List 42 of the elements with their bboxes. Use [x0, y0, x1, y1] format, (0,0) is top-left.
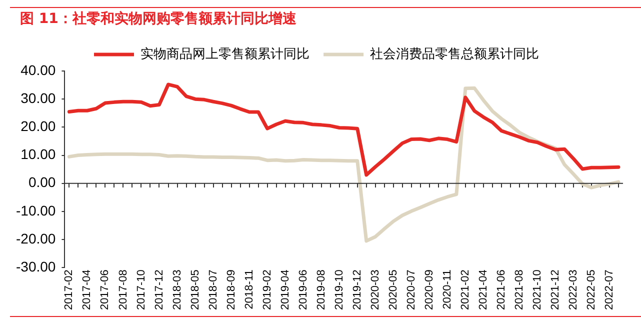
y-tick-label: 30.00 [20, 90, 56, 106]
y-tick-label: 20.00 [20, 118, 56, 134]
x-tick-label: 2020-11 [441, 270, 454, 310]
x-tick-label: 2017-12 [153, 270, 166, 310]
x-tick-label: 2017-08 [117, 270, 130, 310]
x-tick-label: 2021-06 [495, 270, 508, 310]
x-tick-label: 2020-07 [405, 270, 418, 310]
x-tick-label: 2018-03 [171, 270, 184, 310]
x-tick-label: 2022-05 [586, 270, 598, 310]
x-tick-label: 2018-09 [225, 270, 238, 310]
y-tick-label: -30.00 [16, 258, 56, 274]
chart-title: 图 11：社零和实物网购零售额累计同比增速 [20, 10, 296, 28]
x-tick-label: 2021-08 [513, 270, 526, 310]
x-tick-label: 2021-10 [531, 270, 544, 310]
x-tick-label: 2019-02 [261, 270, 274, 310]
y-tick-label: -10.00 [16, 202, 56, 218]
x-tick-label: 2018-07 [207, 270, 220, 310]
x-tick-label: 2017-10 [135, 270, 148, 310]
x-tick-label: 2019-04 [279, 270, 292, 310]
x-tick-label: 2018-05 [189, 270, 202, 310]
x-tick-label: 2020-09 [423, 270, 436, 310]
x-tick-label: 2017-04 [81, 270, 94, 310]
y-tick-label: 40.00 [20, 62, 56, 78]
x-tick-label: 2017-02 [63, 270, 76, 310]
x-tick-label: 2019-12 [351, 270, 364, 310]
x-tick-label: 2021-04 [477, 270, 490, 310]
x-tick-label: 2021-12 [549, 270, 562, 310]
y-tick-label: -20.00 [16, 230, 56, 246]
x-tick-label: 2020-05 [387, 270, 400, 310]
legend-label: 实物商品网上零售额累计同比 [140, 46, 310, 62]
y-tick-label: 10.00 [20, 146, 56, 162]
x-tick-label: 2020-03 [369, 270, 382, 310]
x-tick-label: 2019-08 [315, 270, 328, 310]
x-tick-label: 2019-10 [333, 270, 346, 310]
x-tick-label: 2022-07 [604, 270, 616, 310]
x-tick-label: 2017-06 [99, 270, 112, 310]
y-tick-label: 0.00 [28, 174, 56, 190]
x-tick-label: 2022-03 [568, 270, 580, 310]
x-tick-label: 2019-06 [297, 270, 310, 310]
x-tick-label: 2021-02 [459, 270, 472, 310]
x-tick-label: 2018-11 [243, 270, 256, 310]
legend-label: 社会消费品零售总额累计同比 [370, 46, 539, 62]
